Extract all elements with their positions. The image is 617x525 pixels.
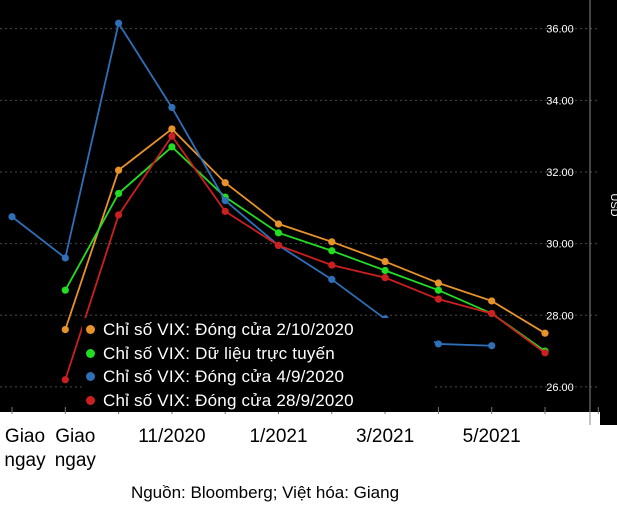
y-axis-strip	[600, 0, 617, 425]
series-2-point-2	[115, 19, 123, 27]
legend-label-3: Chỉ số VIX: Đóng cửa 28/9/2020	[103, 390, 354, 410]
series-3-point-0	[61, 376, 69, 384]
series-1-point-0	[61, 286, 69, 294]
x-tick-label-3: 1/2021	[249, 426, 308, 447]
legend-marker-2	[86, 372, 95, 382]
series-1-point-7	[434, 286, 442, 294]
series-3-point-1	[115, 211, 123, 219]
series-0-point-5	[328, 238, 336, 246]
series-1-point-5	[328, 247, 336, 255]
series-3-point-7	[434, 295, 442, 303]
series-2-point-4	[221, 197, 229, 205]
series-3-point-9	[541, 349, 549, 357]
series-3-point-8	[488, 309, 496, 318]
series-3-point-5	[328, 261, 336, 269]
legend-label-0: Chỉ số VIX: Đóng cửa 2/10/2020	[103, 320, 354, 339]
series-1-point-4	[274, 229, 283, 237]
y-tick-label-5: 36.00	[546, 24, 574, 36]
series-0-point-7	[434, 279, 442, 287]
chart-legend: Chỉ số VIX: Đóng cửa 2/10/2020 Chỉ số VI…	[82, 318, 434, 412]
x-tick-label-0: Giao ngay	[4, 426, 46, 471]
series-3-point-6	[381, 274, 389, 282]
x-tick-label-1: Giao ngay	[54, 426, 96, 471]
y-tick-label-0: 26.00	[546, 382, 574, 394]
legend-marker-0	[86, 325, 95, 335]
series-line-1	[64, 145, 546, 352]
x-tick-label-4: 3/2021	[356, 426, 415, 447]
legend-marker-3	[86, 395, 95, 405]
series-1-point-6	[381, 266, 389, 275]
legend-marker-1	[86, 348, 95, 358]
y-tick-label-1: 28.00	[546, 310, 574, 322]
series-2-point-8	[434, 340, 442, 348]
y-tick-label-4: 34.00	[546, 95, 574, 107]
legend-label-2: Chỉ số VIX: Đóng cửa 4/9/2020	[103, 367, 345, 386]
series-2-point-1	[61, 254, 69, 262]
series-3-point-4	[274, 241, 283, 250]
series-2-point-6	[328, 275, 336, 284]
x-tick-label-2: 11/2020	[138, 426, 206, 447]
series-2-point-0	[8, 213, 16, 221]
series-0-point-9	[541, 329, 549, 337]
series-0-point-1	[115, 166, 123, 174]
series-0-point-0	[61, 326, 69, 334]
series-3-point-3	[221, 207, 229, 215]
series-3-point-2	[168, 132, 176, 140]
series-line-0	[64, 127, 546, 334]
series-2-point-9	[488, 342, 496, 350]
series-line-2	[11, 20, 492, 347]
series-line-3	[64, 134, 546, 381]
series-0-point-2	[168, 125, 176, 133]
series-2-point-3	[168, 103, 176, 112]
series-1-point-2	[168, 143, 176, 151]
legend-label-1: Chỉ số VIX: Dữ liệu trực tuyến	[103, 343, 335, 363]
y-axis-label: USD	[608, 193, 617, 216]
y-tick-label-2: 30.00	[546, 239, 574, 251]
legend-item-2: Chỉ số VIX: Đóng cửa 4/9/2020	[82, 365, 434, 389]
legend-item-0: Chỉ số VIX: Đóng cửa 2/10/2020	[82, 318, 434, 342]
x-tick-label-5: 5/2021	[462, 426, 521, 447]
series-0-point-3	[221, 179, 229, 187]
legend-item-1: Chỉ số VIX: Dữ liệu trực tuyến	[82, 342, 434, 366]
y-tick-label-3: 32.00	[546, 167, 574, 179]
series-0-point-4	[274, 220, 283, 228]
series-0-point-8	[488, 297, 496, 305]
series-1-point-1	[115, 189, 123, 198]
source-note: Nguồn: Bloomberg; Việt hóa: Giang	[130, 483, 400, 502]
legend-item-3: Chỉ số VIX: Đóng cửa 28/9/2020	[82, 389, 434, 413]
series-0-point-6	[381, 257, 389, 266]
